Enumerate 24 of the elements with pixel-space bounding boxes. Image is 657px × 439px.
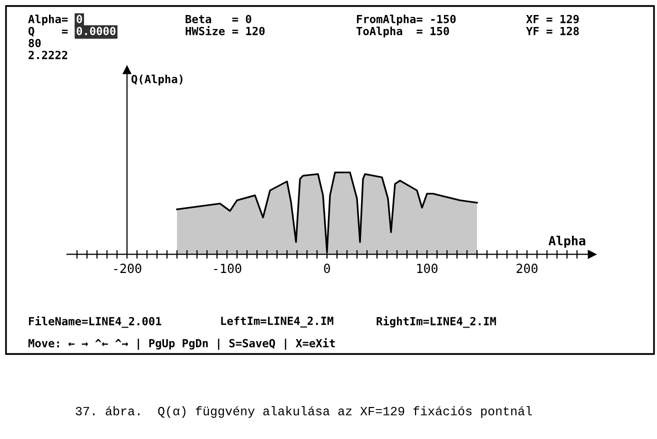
x-tick-label: 0 [324,264,330,274]
text: Move: ← → ^← ^→ | PgUp PgDn | S=SaveQ | X=eXit [28,338,335,350]
text: XF = 129 [526,14,579,24]
x-tick-label: -200 [114,264,142,274]
text: FromAlpha= -150 [356,14,456,26]
text: Q(Alpha) [132,74,182,86]
text: 0.0000 [76,26,116,36]
text: Q = [28,26,68,37]
x-tick-label: 100 [417,264,438,274]
text: ToAlpha = 150 [356,26,449,38]
text: HWSize = 120 [186,26,265,36]
text: 37. ábra. Q(α) függvény alakulása az XF=129 fixációs pontnál [76,406,532,418]
text: Alpha= [28,14,68,26]
x-tick-label: -100 [214,264,242,274]
text: 0 [76,14,82,24]
x-axis-title: Alpha [548,236,586,248]
text: 80 [28,38,41,48]
text: Beta = 0 [186,14,252,24]
text: 2.2222 [28,50,68,60]
x-tick-label: 200 [516,264,538,274]
text: FileName=LINE4_2.001 [28,316,162,328]
text: RightIm=LINE4_2.IM [376,316,496,328]
text: YF = 128 [526,26,579,36]
text: LeftIm=LINE4_2.IM [221,316,334,328]
